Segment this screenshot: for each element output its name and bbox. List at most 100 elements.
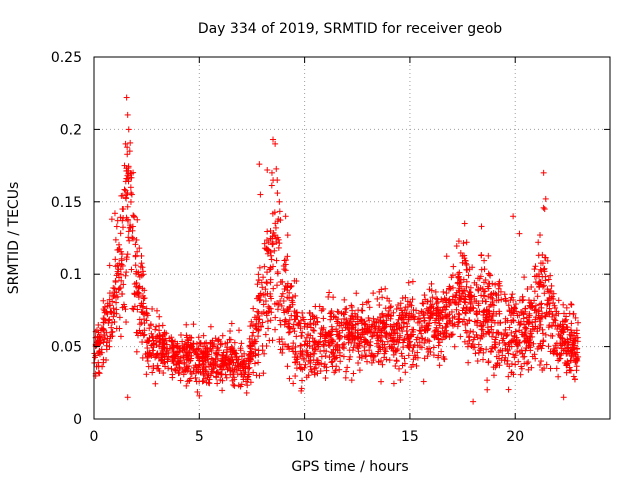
data-point — [355, 348, 362, 355]
data-point — [449, 296, 456, 303]
data-point — [508, 369, 515, 376]
data-point — [510, 337, 517, 344]
data-point — [139, 339, 146, 346]
data-point — [510, 351, 517, 358]
data-point — [424, 353, 431, 360]
data-point — [537, 278, 544, 285]
data-point — [227, 367, 234, 374]
data-point — [462, 257, 469, 264]
data-point — [447, 300, 454, 307]
data-point — [424, 322, 431, 329]
data-point — [311, 369, 318, 376]
data-point — [123, 319, 130, 326]
data-point — [124, 144, 131, 151]
data-point — [481, 266, 488, 273]
data-point — [461, 220, 468, 227]
data-point — [260, 291, 267, 298]
data-point — [328, 359, 335, 366]
data-point — [262, 331, 269, 338]
data-point — [403, 310, 410, 317]
data-point — [392, 348, 399, 355]
data-point — [278, 293, 285, 300]
data-point — [286, 375, 293, 382]
data-point — [383, 356, 390, 363]
data-point — [219, 332, 226, 339]
data-point — [224, 349, 231, 356]
data-point — [489, 333, 496, 340]
data-point — [550, 299, 557, 306]
data-point — [96, 335, 103, 342]
data-point — [375, 326, 382, 333]
data-point — [294, 354, 301, 361]
data-point — [398, 315, 405, 322]
data-point — [483, 314, 490, 321]
data-point — [141, 316, 148, 323]
data-point — [122, 140, 129, 147]
data-point — [103, 346, 110, 353]
data-point — [161, 353, 168, 360]
data-point — [466, 296, 473, 303]
data-point — [421, 355, 428, 362]
data-point — [459, 259, 466, 266]
data-point — [255, 271, 262, 278]
data-point — [434, 299, 441, 306]
data-point — [457, 279, 464, 286]
data-point — [310, 313, 317, 320]
data-point — [456, 294, 463, 301]
data-point — [110, 284, 117, 291]
data-point — [101, 304, 108, 311]
data-point — [331, 369, 338, 376]
data-point — [341, 333, 348, 340]
data-point — [196, 357, 203, 364]
data-point — [290, 340, 297, 347]
data-point — [300, 316, 307, 323]
data-point — [519, 350, 526, 357]
data-point — [477, 335, 484, 342]
data-point — [124, 203, 131, 210]
data-point — [568, 367, 575, 374]
data-point — [293, 333, 300, 340]
data-point — [275, 236, 282, 243]
data-point — [420, 378, 427, 385]
data-point — [328, 309, 335, 316]
data-point — [318, 331, 325, 338]
data-point — [478, 223, 485, 230]
data-point — [307, 363, 314, 370]
data-point — [164, 356, 171, 363]
data-point — [567, 357, 574, 364]
data-point — [123, 94, 130, 101]
data-point — [102, 317, 109, 324]
data-point — [534, 328, 541, 335]
data-point — [470, 336, 477, 343]
data-point — [190, 321, 197, 328]
data-point — [448, 332, 455, 339]
data-point — [298, 332, 305, 339]
data-point — [210, 365, 217, 372]
data-point — [297, 325, 304, 332]
data-point — [134, 289, 141, 296]
data-point — [542, 273, 549, 280]
data-point — [192, 374, 199, 381]
data-point — [269, 337, 276, 344]
data-point — [522, 330, 529, 337]
data-point — [535, 307, 542, 314]
data-point — [160, 370, 167, 377]
data-point — [455, 238, 462, 245]
y-tick-label: 0.15 — [51, 195, 82, 211]
data-point — [555, 310, 562, 317]
data-point — [116, 314, 123, 321]
data-point — [307, 332, 314, 339]
data-point — [124, 251, 131, 258]
data-point — [485, 359, 492, 366]
data-point — [546, 295, 553, 302]
data-point — [264, 250, 271, 257]
data-point — [206, 380, 213, 387]
data-point — [99, 363, 106, 370]
data-point — [164, 345, 171, 352]
data-point — [474, 358, 481, 365]
data-point — [121, 162, 128, 169]
data-point — [263, 312, 270, 319]
data-point — [279, 290, 286, 297]
data-point — [284, 253, 291, 260]
